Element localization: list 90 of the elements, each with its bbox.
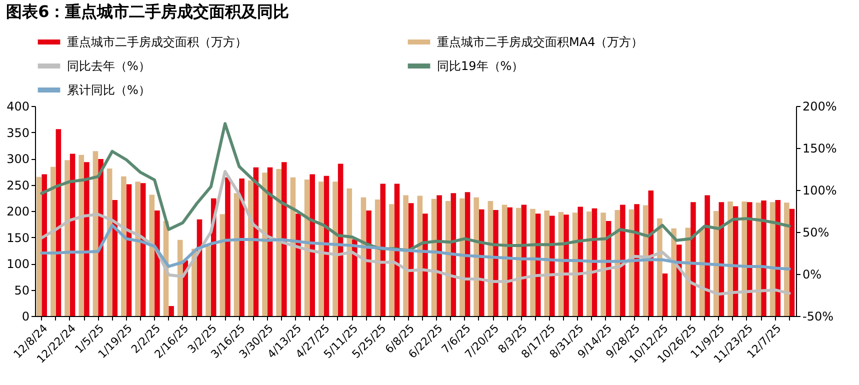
bar bbox=[460, 198, 465, 316]
bar bbox=[42, 174, 47, 316]
bar bbox=[281, 162, 287, 316]
bar bbox=[530, 208, 536, 316]
bar bbox=[36, 176, 42, 316]
line-series bbox=[40, 122, 791, 252]
bar bbox=[135, 182, 140, 316]
bar bbox=[149, 194, 155, 316]
bar bbox=[310, 174, 315, 316]
bar bbox=[380, 184, 386, 316]
bar bbox=[126, 184, 132, 316]
bar bbox=[206, 246, 211, 316]
legend-label: 同比19年（%） bbox=[437, 59, 524, 73]
legend-label: 累计同比（%） bbox=[67, 83, 150, 97]
bar bbox=[78, 154, 84, 316]
bar bbox=[121, 176, 126, 316]
legend-label: 同比去年（%） bbox=[67, 59, 150, 73]
y2-tick-label: 200% bbox=[802, 100, 837, 114]
bar bbox=[262, 172, 268, 316]
bar bbox=[784, 202, 790, 316]
bar bbox=[742, 202, 747, 316]
bar bbox=[728, 202, 733, 316]
bar bbox=[168, 306, 174, 316]
bar bbox=[154, 210, 160, 316]
y-tick-label: 0 bbox=[22, 310, 30, 324]
bar bbox=[690, 202, 696, 316]
bar bbox=[761, 200, 766, 316]
bar bbox=[389, 204, 394, 316]
bar bbox=[352, 239, 358, 316]
chart-title: 图表6：重点城市二手房成交面积及同比 bbox=[6, 2, 290, 21]
bar bbox=[220, 214, 226, 316]
bar bbox=[332, 182, 338, 316]
bar bbox=[394, 184, 400, 316]
bar bbox=[84, 162, 90, 316]
y2-tick-label: -50% bbox=[802, 310, 834, 324]
bar bbox=[550, 216, 555, 316]
bar bbox=[634, 204, 640, 316]
bar bbox=[112, 200, 118, 316]
bar bbox=[789, 208, 795, 316]
legend-label: 重点城市二手房成交面积（万方） bbox=[67, 35, 247, 49]
bar bbox=[516, 208, 522, 316]
y-tick-label: 150 bbox=[6, 230, 30, 245]
y-tick-label: 350 bbox=[6, 126, 30, 140]
bar bbox=[318, 182, 324, 316]
bar bbox=[366, 210, 372, 316]
bar bbox=[248, 180, 254, 316]
y2-tick-label: 50% bbox=[802, 226, 830, 240]
bar bbox=[403, 195, 408, 316]
bar bbox=[296, 214, 301, 316]
legend-label: 重点城市二手房成交面积MA4（万方） bbox=[437, 35, 644, 49]
bar bbox=[346, 188, 352, 316]
bar bbox=[620, 204, 626, 316]
y-tick-label: 100 bbox=[6, 257, 30, 271]
y-tick-label: 250 bbox=[6, 178, 30, 192]
bar bbox=[436, 195, 442, 316]
y2-tick-label: 100% bbox=[802, 184, 837, 198]
bar bbox=[234, 193, 240, 316]
y-tick-label: 200 bbox=[6, 204, 30, 218]
y-tick-label: 50 bbox=[14, 283, 30, 298]
bar bbox=[544, 210, 550, 316]
bar bbox=[225, 177, 230, 316]
bar bbox=[648, 190, 654, 316]
bar bbox=[239, 178, 244, 316]
bar bbox=[478, 209, 484, 316]
bar bbox=[775, 200, 780, 316]
bar bbox=[662, 273, 668, 316]
bar bbox=[422, 214, 428, 316]
bar bbox=[445, 201, 451, 316]
bar bbox=[474, 197, 479, 316]
bar bbox=[586, 212, 592, 316]
bar bbox=[713, 211, 719, 316]
bar bbox=[177, 240, 183, 316]
bar bbox=[64, 160, 70, 316]
bar bbox=[746, 202, 752, 316]
bar bbox=[564, 214, 569, 316]
bar bbox=[614, 210, 620, 316]
bar bbox=[657, 218, 662, 316]
y-tick-label: 300 bbox=[6, 152, 30, 166]
bar bbox=[578, 206, 584, 316]
y2-tick-label: 150% bbox=[802, 142, 837, 156]
bar bbox=[50, 166, 56, 316]
bar bbox=[276, 169, 282, 316]
y-tick-label: 400 bbox=[6, 100, 30, 114]
y2-tick-label: 0% bbox=[802, 268, 822, 282]
bar bbox=[507, 207, 512, 316]
bar bbox=[140, 183, 146, 316]
bar bbox=[704, 195, 710, 316]
line-series bbox=[40, 170, 791, 296]
line-series bbox=[40, 224, 791, 270]
bar bbox=[56, 129, 62, 316]
